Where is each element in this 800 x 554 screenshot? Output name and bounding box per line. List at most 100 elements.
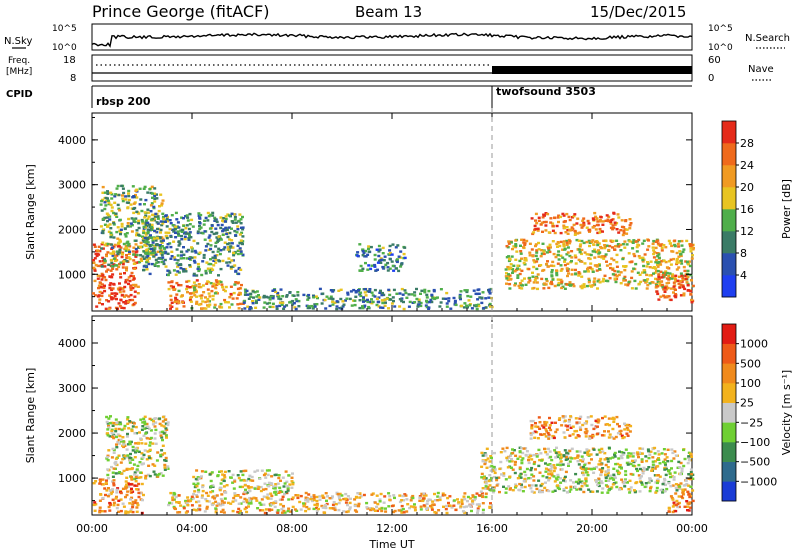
- cell: [141, 237, 145, 240]
- cell: [131, 250, 135, 253]
- cell: [544, 277, 548, 281]
- cell: [233, 264, 237, 267]
- cell: [185, 250, 189, 253]
- cell: [208, 300, 211, 303]
- cell: [630, 270, 634, 273]
- cell: [565, 239, 568, 243]
- cell: [235, 231, 239, 234]
- cell: [217, 247, 221, 250]
- cell: [218, 252, 222, 256]
- cell: [592, 250, 596, 253]
- cell: [225, 228, 229, 231]
- cell: [124, 235, 128, 238]
- cell: [131, 445, 135, 449]
- cell: [582, 285, 586, 289]
- colorbar-tick-label: −100: [740, 436, 770, 449]
- cell: [554, 255, 558, 259]
- cell: [253, 291, 257, 294]
- cell: [112, 482, 116, 485]
- cell: [120, 294, 124, 297]
- cell: [655, 240, 658, 243]
- cell: [122, 469, 126, 473]
- cell: [645, 468, 649, 471]
- cell: [374, 509, 377, 512]
- cell: [199, 302, 203, 306]
- cell: [591, 239, 595, 242]
- cell: [285, 480, 289, 483]
- cell: [669, 287, 673, 290]
- cell: [131, 449, 135, 452]
- cell: [535, 281, 539, 284]
- cell: [154, 243, 158, 247]
- cell: [98, 290, 102, 294]
- cell: [115, 495, 118, 499]
- cell: [211, 490, 215, 493]
- cell: [535, 249, 539, 252]
- cell: [206, 494, 210, 497]
- cell: [239, 502, 243, 505]
- cell: [666, 286, 670, 290]
- cell: [544, 212, 548, 215]
- cell: [142, 265, 146, 268]
- cell: [193, 289, 197, 292]
- cell: [277, 297, 281, 300]
- cell: [164, 220, 167, 223]
- cell: [109, 252, 113, 255]
- cell: [175, 298, 179, 302]
- cell: [226, 301, 230, 304]
- cell: [337, 501, 341, 505]
- cell: [224, 285, 228, 289]
- cell: [462, 505, 466, 509]
- cell: [562, 479, 565, 482]
- cell: [502, 485, 505, 488]
- cell: [153, 192, 157, 195]
- cell: [649, 487, 652, 490]
- cell: [657, 243, 661, 247]
- freq-tick-top: 18: [63, 55, 76, 66]
- cell: [559, 254, 563, 257]
- cell: [160, 453, 164, 456]
- cell: [648, 282, 652, 285]
- cell: [153, 425, 157, 428]
- cell: [277, 295, 281, 299]
- cell: [94, 480, 98, 483]
- cell: [243, 307, 247, 310]
- cell: [550, 271, 554, 274]
- cell: [129, 508, 133, 511]
- cell: [339, 297, 343, 301]
- cell: [388, 498, 392, 501]
- cell: [336, 493, 340, 496]
- cell: [480, 301, 484, 305]
- cell: [349, 497, 352, 500]
- cell: [588, 437, 592, 440]
- cell: [115, 297, 118, 301]
- cell: [132, 246, 136, 249]
- cell: [555, 446, 558, 449]
- cell: [151, 196, 154, 199]
- cell: [337, 508, 341, 512]
- cell: [129, 285, 133, 288]
- cell: [504, 275, 508, 278]
- cell: [466, 499, 469, 503]
- cell: [208, 295, 212, 298]
- cell: [177, 511, 181, 514]
- cell: [560, 468, 564, 471]
- cell: [376, 268, 379, 271]
- cell: [173, 507, 176, 510]
- cell: [675, 259, 679, 263]
- cell: [667, 278, 671, 281]
- cell: [613, 269, 617, 273]
- cell: [434, 296, 438, 300]
- cell: [159, 193, 163, 196]
- cell: [588, 241, 592, 244]
- cell: [577, 478, 581, 481]
- cell: [559, 269, 563, 272]
- cell: [672, 475, 676, 479]
- cell: [626, 454, 630, 458]
- cell: [373, 295, 377, 298]
- cell: [219, 302, 223, 306]
- cell: [606, 457, 610, 460]
- cell: [118, 229, 122, 232]
- cell: [160, 430, 164, 434]
- cell: [135, 488, 139, 491]
